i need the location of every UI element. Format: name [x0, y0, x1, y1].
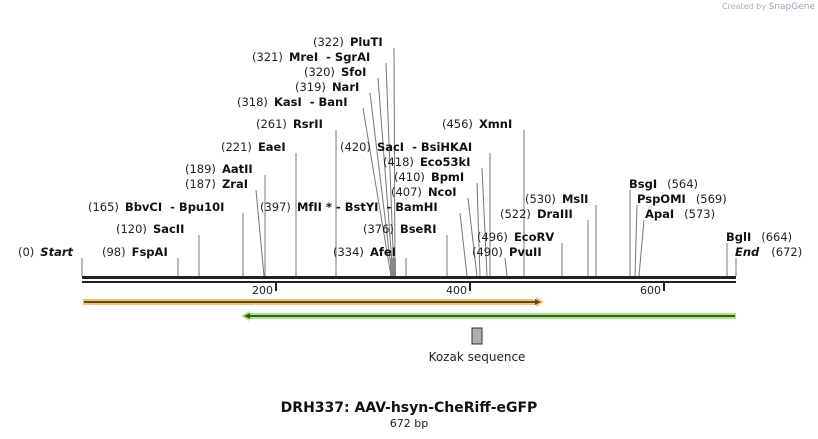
svg-text:(321)MreI - SgrAI: (321) MreI - SgrAI	[252, 50, 370, 64]
svg-text:(456)XmnI: (456) XmnI	[442, 117, 512, 131]
scale-ticks	[275, 283, 665, 291]
svg-text:(418)Eco53kI: (418) Eco53kI	[383, 155, 470, 169]
svg-text:(496)EcoRV: (496) EcoRV	[477, 230, 554, 244]
tick-label: 600	[640, 284, 661, 297]
svg-text:(397)MfII * - BstYI - BamHI: (397) MfII * - BstYI - BamHI	[260, 200, 438, 214]
svg-text:(407)NcoI: (407) NcoI	[391, 185, 457, 199]
svg-text:(320)SfoI: (320) SfoI	[304, 65, 366, 79]
svg-text:(98)FspAI: (98) FspAI	[102, 245, 168, 259]
svg-text:(319)NarI: (319) NarI	[295, 80, 359, 94]
start-label: (0) Start	[18, 245, 74, 259]
svg-text:(420)SacI - BsiHKAI: (420) SacI - BsiHKAI	[340, 140, 472, 154]
svg-text:(165)BbvCI - Bpu10I: (165) BbvCI - Bpu10I	[88, 200, 224, 214]
svg-text:(522)DraIII: (522) DraIII	[500, 207, 573, 221]
svg-text:(334)AfeI: (334) AfeI	[333, 245, 396, 259]
svg-text:(187)ZraI: (187) ZraI	[185, 177, 248, 191]
feature-forward-orf[interactable]	[83, 297, 544, 307]
svg-text:BglI(664): BglI (664)	[726, 230, 792, 244]
svg-text:(189)AatII: (189) AatII	[185, 162, 253, 176]
svg-text:ApaI(573): ApaI (573)	[645, 207, 715, 221]
sequence-length: 672 bp	[389, 417, 429, 430]
svg-text:(120)SacII: (120) SacII	[116, 222, 184, 236]
site-labels: (322) PluTI (321) MreI - SgrAI (320) SfoI (…	[18, 35, 802, 259]
feature-kozak[interactable]	[471, 327, 483, 345]
tick-label: 200	[252, 284, 273, 297]
snapgene-logo: SnapGene	[768, 2, 815, 12]
cut-site-lines	[81, 47, 737, 277]
feature-reverse[interactable]	[241, 311, 736, 321]
backbone-bottom-strand	[82, 281, 736, 283]
svg-text:(318)KasI - BanI: (318) KasI - BanI	[237, 95, 348, 109]
end-label: End (672)	[735, 245, 802, 259]
svg-text:PspOMI(569): PspOMI (569)	[637, 192, 727, 206]
tick-label: 400	[446, 284, 467, 297]
svg-text:(376)BseRI: (376) BseRI	[363, 222, 436, 236]
svg-text:(261)RsrII: (261) RsrII	[256, 117, 323, 131]
svg-text:(490)PvuII: (490) PvuII	[472, 245, 542, 259]
svg-text:(221)EaeI: (221) EaeI	[221, 140, 286, 154]
svg-text:BsgI(564): BsgI (564)	[629, 177, 698, 191]
kozak-label: Kozak sequence	[428, 350, 526, 364]
svg-text:(322)PluTI: (322) PluTI	[313, 35, 383, 49]
map-title: DRH337: AAV-hsyn-CheRiff-eGFP	[280, 400, 538, 416]
snapgene-credit: Created by SnapGene	[722, 2, 815, 12]
svg-text:(410)BpmI: (410) BpmI	[394, 170, 464, 184]
backbone-top-strand	[82, 276, 736, 279]
svg-text:(530)MslI: (530) MslI	[525, 192, 588, 206]
cut-cluster	[390, 258, 396, 276]
